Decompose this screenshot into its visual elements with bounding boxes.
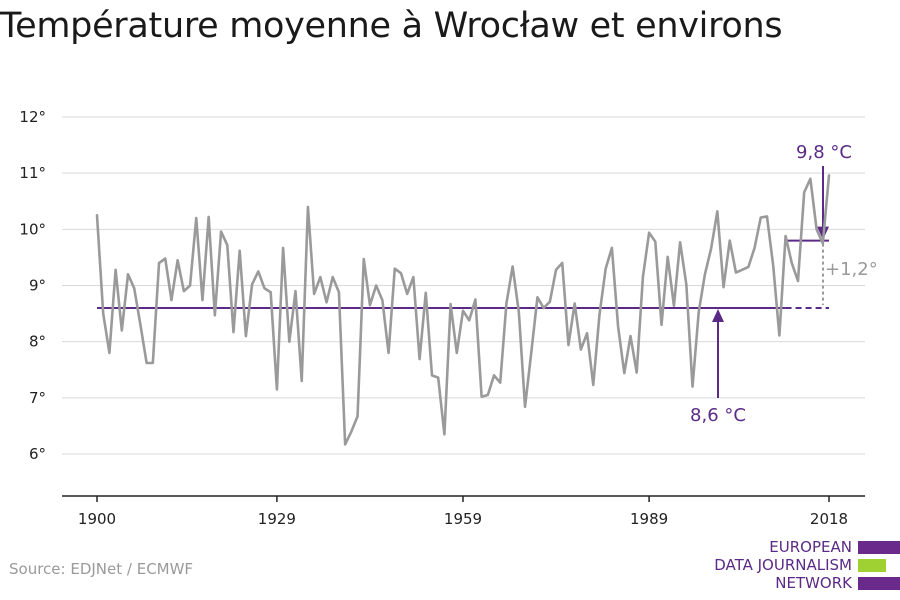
logo-bar-1: [858, 541, 900, 554]
series-layer: [95, 174, 831, 446]
recent-average-label: 9,8 °C: [796, 142, 852, 163]
x-tick-label-1929: 1929: [258, 510, 296, 528]
baseline-average-label: 8,6 °C: [690, 405, 746, 426]
logo-line-2: DATA JOURNALISM: [714, 556, 852, 574]
y-axis-tick-labels: 6° 7° 8° 9° 10° 11° 12°: [19, 108, 46, 463]
logo-bar-2: [858, 559, 886, 572]
x-tick-label-1989: 1989: [630, 510, 668, 528]
logo-bar-3: [858, 577, 900, 590]
x-tick-label-1959: 1959: [444, 510, 482, 528]
x-axis: 1900 1929 1959 1989 2018: [62, 495, 865, 528]
logo-line-1: EUROPEAN: [769, 538, 852, 556]
difference-label: +1,2°: [825, 259, 878, 280]
x-tick-label-1900: 1900: [78, 510, 116, 528]
edjnet-logo: EUROPEAN DATA JOURNALISM NETWORK: [700, 538, 900, 594]
baseline-arrow-head: [712, 308, 724, 322]
series-line-temperature: [95, 174, 831, 446]
logo-line-3: NETWORK: [775, 574, 852, 592]
source-note: Source: EDJNet / ECMWF: [9, 560, 194, 578]
y-tick-label-9: 9°: [29, 277, 46, 295]
line-chart: 6° 7° 8° 9° 10° 11° 12° 1900 1929 1959 1989 2018 9…: [19, 108, 878, 528]
y-tick-label-12: 12°: [19, 108, 46, 126]
y-tick-label-7: 7°: [29, 389, 46, 407]
y-tick-label-10: 10°: [19, 220, 46, 238]
y-tick-label-11: 11°: [19, 164, 46, 182]
reference-lines: [97, 166, 829, 398]
y-tick-label-8: 8°: [29, 333, 46, 351]
annotations: 9,8 °C +1,2° 8,6 °C: [690, 142, 878, 426]
x-tick-label-2018: 2018: [810, 510, 848, 528]
gridlines: [62, 116, 865, 455]
chart-title: Température moyenne à Wrocław et environ…: [0, 6, 783, 46]
y-tick-label-6: 6°: [29, 445, 46, 463]
